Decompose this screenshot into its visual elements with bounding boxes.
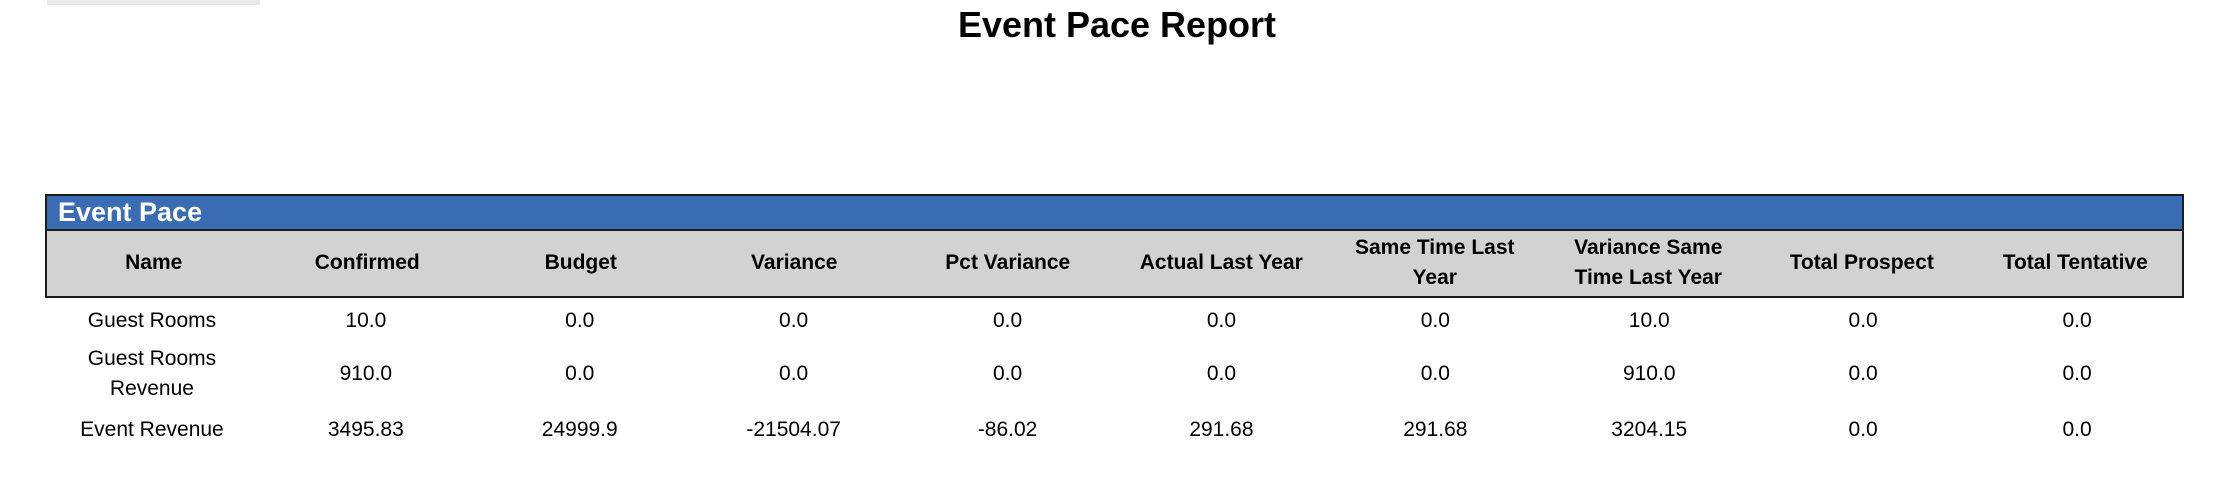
- section-header-band: Event Pace: [47, 196, 2182, 231]
- column-header-actual-last-year: Actual Last Year: [1139, 251, 1303, 275]
- table-cell: 3495.83: [327, 417, 404, 441]
- table-cell: 3204.15: [1611, 417, 1688, 441]
- table-cell: 0.0: [1848, 362, 1878, 386]
- column-header-total-prospect: Total Prospect: [1789, 251, 1934, 275]
- table-cell: -86.02: [977, 417, 1038, 441]
- table-body: Guest Rooms 10.0 0.0 0.0 0.0 0.0 0.0 10.…: [45, 297, 2184, 455]
- table-cell: 910.0: [339, 362, 393, 386]
- table-cell: 0.0: [779, 308, 809, 332]
- column-header-confirmed: Confirmed: [314, 251, 420, 275]
- table-cell: 291.68: [1189, 417, 1254, 441]
- table-cell: 0.0: [1848, 417, 1878, 441]
- column-header-variance: Variance: [751, 251, 838, 275]
- table-cell: 10.0: [1628, 308, 1670, 332]
- table-cell: 0.0: [1420, 308, 1450, 332]
- table-cell: 0.0: [565, 362, 595, 386]
- table-cell: 0.0: [779, 362, 809, 386]
- table-cell: 0.0: [992, 362, 1023, 386]
- page-title: Event Pace Report: [957, 4, 1277, 45]
- table-cell: 10.0: [345, 308, 387, 332]
- table-cell: 0.0: [2062, 417, 2092, 441]
- table-cell: 0.0: [1206, 362, 1237, 386]
- table-cell: 0.0: [2062, 362, 2092, 386]
- table-cell: 0.0: [992, 308, 1023, 332]
- table-cell: 0.0: [1848, 308, 1878, 332]
- table-cell: 291.68: [1403, 417, 1468, 441]
- section-title: Event Pace: [58, 197, 203, 227]
- column-header-row: Name Confirmed Budget Variance Pct Varia…: [47, 231, 2182, 296]
- column-header-total-tentative: Total Tentative: [2002, 251, 2148, 275]
- column-header-budget: Budget: [544, 251, 617, 275]
- table-row-guest-rooms-revenue: Guest Rooms Revenue 910.0 0.0 0.0 0.0 0.…: [45, 344, 2184, 405]
- table-cell: Event Revenue: [80, 417, 224, 441]
- table-cell: 910.0: [1622, 362, 1676, 386]
- table-cell: Guest Rooms Revenue: [87, 346, 217, 401]
- column-header-pct-variance: Pct Variance: [945, 251, 1071, 275]
- table-cell: Guest Rooms: [87, 308, 217, 332]
- table-row-guest-rooms: Guest Rooms 10.0 0.0 0.0 0.0 0.0 0.0 10.…: [45, 298, 2184, 344]
- table-cell: 0.0: [565, 308, 595, 332]
- table-cell: 0.0: [1420, 362, 1450, 386]
- table-header-block: Event Pace Name Confirmed Budget Varianc…: [45, 194, 2184, 298]
- top-edge-strip: [47, 0, 260, 5]
- column-header-name: Name: [125, 251, 183, 275]
- table-cell: -21504.07: [746, 417, 841, 441]
- table-row-event-revenue: Event Revenue 3495.83 24999.9 -21504.07 …: [45, 405, 2184, 455]
- table-cell: 0.0: [1206, 308, 1237, 332]
- event-pace-table: Event Pace Name Confirmed Budget Varianc…: [45, 194, 2184, 455]
- table-cell: 24999.9: [541, 417, 618, 441]
- column-header-variance-same-time-last-year: Variance Same Time Last Year: [1574, 236, 1723, 290]
- column-header-same-time-last-year: Same Time Last Year: [1354, 236, 1515, 290]
- table-cell: 0.0: [2062, 308, 2092, 332]
